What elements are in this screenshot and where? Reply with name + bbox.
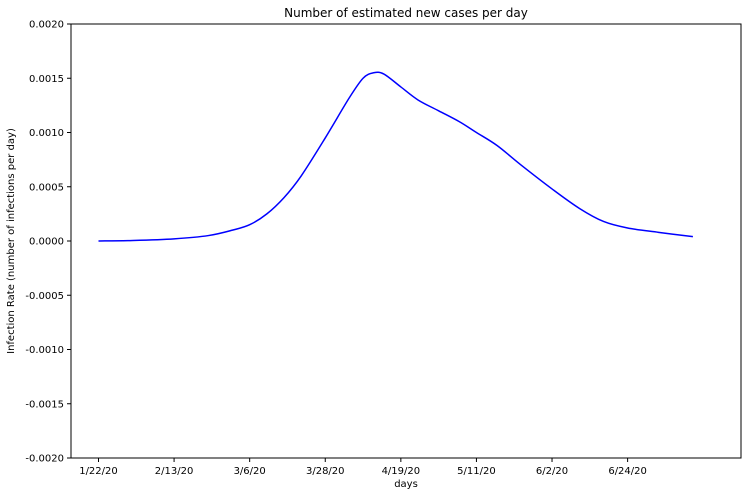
y-tick-label: 0.0010 [29,128,64,139]
x-tick-label: 3/28/20 [306,466,345,477]
y-axis-ticks: -0.0020 -0.0015 -0.0010 -0.0005 0.0000 0.0005… [25,20,71,465]
x-tick-label: 5/11/20 [457,466,496,477]
x-tick-label: 1/22/20 [79,466,118,477]
y-tick-label: 0.0015 [29,74,64,85]
y-tick-label: -0.0015 [25,399,64,410]
x-tick-label: 2/13/20 [155,466,194,477]
x-tick-label: 3/6/20 [234,466,266,477]
y-tick-label: 0.0020 [29,20,64,31]
x-axis-ticks: 1/22/20 2/13/20 3/6/20 3/28/20 4/19/20 5/11/2… [79,458,647,477]
y-tick-label: 0.0005 [29,182,64,193]
series-line [98,71,693,242]
y-tick-label: -0.0005 [25,291,64,302]
y-axis-label: Infection Rate (number of infections per… [6,128,17,354]
plot-frame [70,23,742,459]
series-layer [98,71,693,242]
x-tick-label: 6/2/20 [536,466,568,477]
y-tick-label: -0.0020 [25,454,64,465]
x-axis-label: days [394,479,418,490]
chart-title: Number of estimated new cases per day [284,6,528,20]
y-tick-label: 0.0000 [29,237,64,248]
x-tick-label: 4/19/20 [382,466,421,477]
x-tick-label: 6/24/20 [608,466,647,477]
y-tick-label: -0.0010 [25,345,64,356]
